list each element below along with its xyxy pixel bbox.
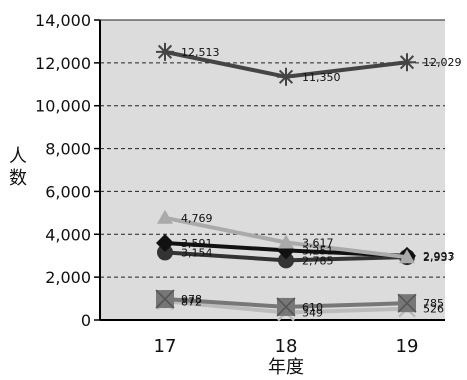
data-point xyxy=(278,234,294,249)
data-label: 610 xyxy=(302,301,323,314)
data-point xyxy=(278,252,294,269)
data-label: 785 xyxy=(423,297,444,310)
data-label: 12,029 xyxy=(423,56,462,69)
series-lines xyxy=(155,42,417,322)
x-tick-label: 18 xyxy=(275,336,298,357)
data-label: 3,591 xyxy=(181,237,213,250)
data-point xyxy=(156,42,174,61)
data-label: 3,154 xyxy=(181,246,213,259)
data-point xyxy=(155,289,175,309)
data-label: 2,785 xyxy=(302,254,334,267)
gridlines xyxy=(100,19,445,278)
data-point xyxy=(398,53,416,72)
y-tick-label: 14,000 xyxy=(35,11,91,30)
data-point xyxy=(156,234,174,253)
data-label: 978 xyxy=(181,293,202,306)
plot-area xyxy=(100,20,445,320)
data-label: 526 xyxy=(423,303,444,316)
data-point xyxy=(157,209,173,224)
axes: 0 2,000 4,000 6,000 8,000 10,000 12,000 14,000 1… xyxy=(9,11,445,378)
x-tick-label: 19 xyxy=(396,336,419,357)
data-label: 3,251 xyxy=(302,244,334,257)
y-tick-label: 8,000 xyxy=(45,140,91,159)
y-tick-label: 0 xyxy=(81,311,91,330)
y-tick-label: 10,000 xyxy=(35,97,91,116)
data-label: 2,937 xyxy=(423,251,455,264)
data-label: 349 xyxy=(302,307,323,320)
y-tick-label: 2,000 xyxy=(45,268,91,287)
data-point xyxy=(157,244,173,261)
data-label: 12,513 xyxy=(181,46,220,59)
data-label: 11,350 xyxy=(302,71,341,84)
y-tick-label: 12,000 xyxy=(35,54,91,73)
data-point xyxy=(277,67,295,86)
data-point xyxy=(276,297,296,317)
data-label: 3,617 xyxy=(302,236,334,249)
data-point xyxy=(399,249,415,264)
x-tick-label: 17 xyxy=(154,336,177,357)
data-label: 2,993 xyxy=(423,250,455,263)
data-label: 872 xyxy=(181,295,202,308)
y-tick-label: 6,000 xyxy=(45,182,91,201)
x-axis-title: 年度 xyxy=(268,357,304,378)
data-point xyxy=(397,293,417,313)
y-tick-label: 4,000 xyxy=(45,225,91,244)
y-axis-title: 人数 xyxy=(9,146,27,189)
data-label: 4,769 xyxy=(181,212,213,225)
